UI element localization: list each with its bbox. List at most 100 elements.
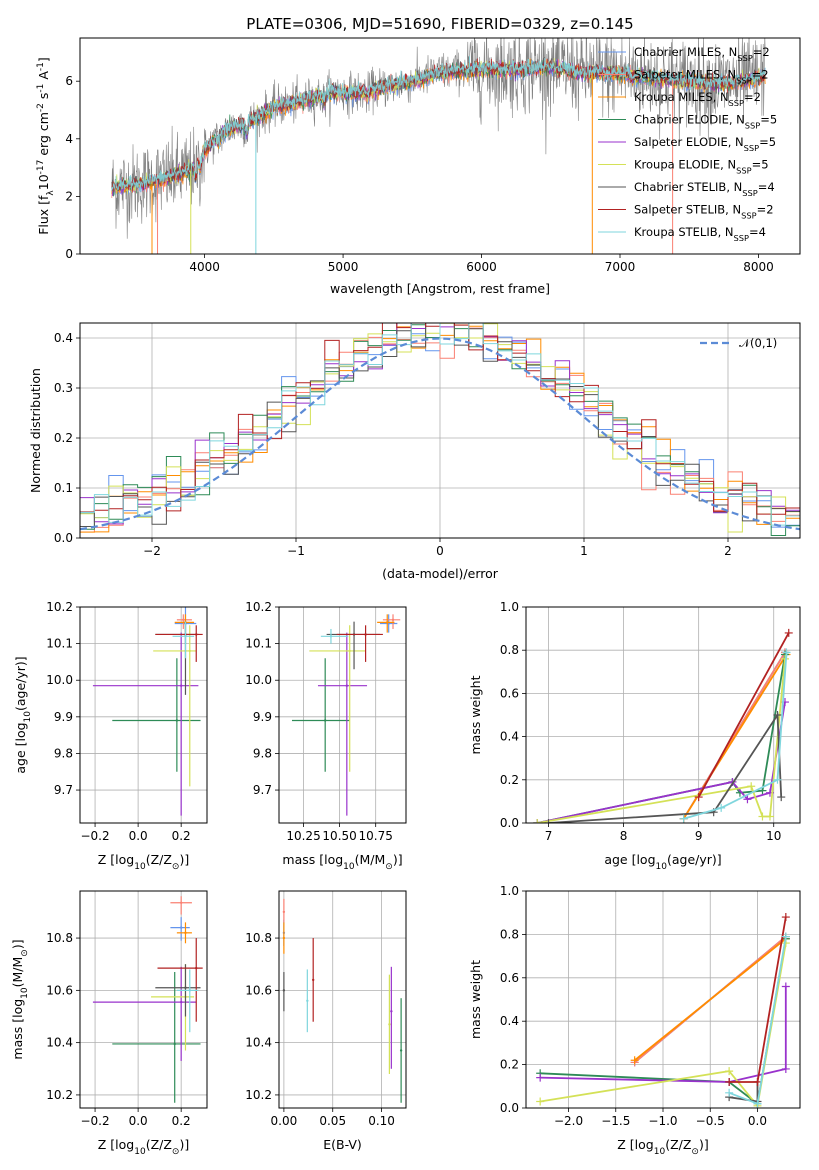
age-vs-mass-point-5 bbox=[348, 649, 351, 653]
mass-weight-vs-Z-y-tick-label: 0.4 bbox=[500, 1014, 519, 1028]
mass-vs-Z-point-3 bbox=[173, 1042, 176, 1046]
mass-vs-ebv-point-7 bbox=[311, 978, 315, 982]
age-vs-Z-x-tick-label: 0.0 bbox=[129, 829, 148, 843]
panel-mass-weight-vs-Z: −2.0 −1.5 −1.0 −0.5 0.0 0.0 0.2 0.4 0.6 0.8 1.0 Z [… bbox=[468, 884, 801, 1157]
legend-label-6: Chabrier STELIB, NSSP=4 bbox=[634, 180, 775, 198]
panel-frame bbox=[79, 322, 801, 539]
residuals-x-tick-label: −2 bbox=[143, 544, 161, 558]
residuals-y-tick-label: 0.4 bbox=[54, 331, 73, 345]
mass-weight-vs-Z-marker-2 bbox=[630, 1056, 639, 1065]
mass-weight-vs-age-x-tick-label: 8 bbox=[620, 829, 628, 843]
mass-weight-vs-Z-x-tick-label: −2.0 bbox=[554, 1114, 583, 1128]
mass-vs-Z-x-tick-label: −0.2 bbox=[80, 1114, 109, 1128]
mass-vs-ebv-point-6 bbox=[282, 989, 286, 992]
mass-weight-vs-age-y-tick-label: 0.8 bbox=[500, 643, 519, 657]
age-vs-Z-content bbox=[92, 607, 203, 816]
mass-weight-vs-age-series-7 bbox=[697, 632, 790, 798]
age-vs-mass-y-tick-label: 10.2 bbox=[245, 600, 272, 614]
mass-weight-vs-Z-y-tick-label: 0.2 bbox=[500, 1058, 519, 1072]
age-vs-Z-y-tick-label: 10.0 bbox=[46, 673, 73, 687]
age-vs-Z-x-tick-label: 0.2 bbox=[172, 829, 191, 843]
age-vs-Z-y-tick-label: 9.8 bbox=[54, 746, 73, 760]
mass-vs-ebv-y-tick-label: 10.2 bbox=[245, 1088, 272, 1102]
mass-weight-vs-age-marker-5 bbox=[765, 812, 774, 821]
panel-residuals: −2 −1 0 1 2 0.0 0.1 0.2 0.3 0.4 (data-model)/error… bbox=[28, 322, 801, 581]
mass-weight-vs-Z-y-tick-label: 1.0 bbox=[500, 884, 519, 898]
mass-vs-ebv-y-tick-label: 10.8 bbox=[245, 931, 272, 945]
mass-weight-vs-age-y-tick-label: 0.2 bbox=[500, 773, 519, 787]
residuals-y-tick-label: 0.3 bbox=[54, 381, 73, 395]
mass-vs-ebv-x-axis-label: E(B-V) bbox=[323, 1137, 362, 1152]
spectrum-y-axis-label: Flux [fλ10-17 erg cm-2 s-1 A-1] bbox=[36, 57, 56, 235]
spectrum-x-tick-label: 6000 bbox=[466, 260, 497, 274]
age-vs-mass-point-8 bbox=[329, 635, 333, 638]
legend-label-2: Kroupa MILES, NSSP=2 bbox=[634, 90, 761, 108]
age-vs-mass-y-tick-label: 10.1 bbox=[245, 637, 272, 651]
legend-label-8: Kroupa STELIB, NSSP=4 bbox=[634, 225, 766, 243]
mass-weight-vs-age-marker-7 bbox=[694, 793, 703, 802]
mass-weight-vs-age-marker-8 bbox=[773, 775, 782, 784]
mass-vs-Z-point-7 bbox=[195, 966, 198, 970]
mass-vs-Z-point-0 bbox=[179, 926, 183, 929]
residuals-y-tick-label: 0.1 bbox=[54, 481, 73, 495]
mass-weight-vs-age-x-tick-label: 10 bbox=[766, 829, 781, 843]
spectrum-y-tick-label: 0 bbox=[65, 247, 73, 261]
age-vs-mass-point-2 bbox=[386, 621, 389, 624]
mass-weight-vs-age-marker-7 bbox=[784, 628, 793, 637]
mass-vs-ebv-point-3 bbox=[399, 1049, 403, 1052]
age-vs-mass-plot-area bbox=[279, 607, 406, 823]
mass-vs-ebv-point-2 bbox=[282, 936, 286, 940]
histogram-step-1 bbox=[80, 323, 800, 533]
age-vs-Z-point-7 bbox=[195, 633, 198, 636]
spectrum-model-line bbox=[111, 55, 766, 192]
histogram-step-8 bbox=[80, 323, 800, 526]
panel-spectrum: 4000 5000 6000 7000 8000 0 2 4 6 wavelength [Angs… bbox=[36, 37, 801, 296]
mass-vs-Z-plot-area bbox=[80, 891, 207, 1108]
plot-layer: 4000 5000 6000 7000 8000 0 2 4 6 wavelength [Angs… bbox=[10, 37, 801, 1157]
age-vs-mass-y-tick-label: 9.7 bbox=[253, 783, 272, 797]
mass-vs-ebv-point-1 bbox=[282, 910, 286, 914]
mass-weight-vs-Z-marker-7 bbox=[753, 1077, 762, 1086]
mass-vs-Z-y-tick-label: 10.6 bbox=[46, 983, 73, 997]
residuals-y-axis-label: Normed distribution bbox=[28, 368, 43, 493]
mass-weight-vs-Z-marker-4 bbox=[781, 1064, 790, 1073]
mass-weight-vs-age-y-tick-label: 0.6 bbox=[500, 686, 519, 700]
panel-frame bbox=[278, 606, 407, 824]
mass-vs-ebv-point-4 bbox=[390, 1010, 393, 1013]
mass-weight-vs-Z-y-tick-label: 0.6 bbox=[500, 971, 519, 985]
legend-label-5: Kroupa ELODIE, NSSP=5 bbox=[634, 158, 769, 176]
age-vs-Z-x-axis-label: Z [log10(Z/Z⊙)] bbox=[98, 852, 189, 872]
mass-vs-ebv-x-tick-label: 0.00 bbox=[271, 1114, 298, 1128]
mass-weight-vs-Z-marker-8 bbox=[781, 932, 790, 941]
mass-vs-Z-y-tick-label: 10.4 bbox=[46, 1036, 73, 1050]
panel-age-vs-mass: 10.25 10.50 10.75 9.7 9.8 9.9 10.0 10.1 10.2 mass… bbox=[245, 600, 407, 872]
spectrum-x-tick-label: 8000 bbox=[743, 260, 774, 274]
residuals-x-tick-label: −1 bbox=[287, 544, 305, 558]
age-vs-mass-y-tick-label: 9.8 bbox=[253, 746, 272, 760]
residuals-x-tick-label: 2 bbox=[724, 544, 732, 558]
mass-weight-vs-Z-series-4 bbox=[540, 986, 787, 1083]
legend-label-3: Chabrier ELODIE, NSSP=5 bbox=[634, 113, 777, 131]
residuals-y-tick-label: 0.0 bbox=[54, 531, 73, 545]
mass-weight-vs-age-marker-5 bbox=[747, 782, 756, 791]
age-vs-Z-y-tick-label: 10.2 bbox=[46, 600, 73, 614]
mass-vs-ebv-point-5 bbox=[388, 1023, 391, 1026]
mass-vs-ebv-content bbox=[282, 898, 403, 1103]
mass-weight-vs-age-marker-5 bbox=[533, 819, 542, 823]
mass-weight-vs-age-marker-8 bbox=[717, 803, 726, 812]
age-vs-mass-x-tick-label: 10.50 bbox=[322, 829, 356, 843]
spectrum-data-line bbox=[111, 38, 766, 239]
mass-vs-ebv-point-8 bbox=[306, 999, 309, 1003]
mass-vs-Z-point-4 bbox=[179, 1000, 183, 1004]
mass-vs-Z-y-axis-label: mass [log10(M/M⊙)] bbox=[10, 939, 30, 1059]
age-vs-Z-y-tick-label: 9.9 bbox=[54, 710, 73, 724]
mass-weight-vs-Z-marker-8 bbox=[725, 1088, 734, 1097]
mass-weight-vs-Z-series-2 bbox=[634, 937, 787, 1062]
mass-vs-Z-x-tick-label: 0.2 bbox=[172, 1114, 191, 1128]
mass-weight-vs-age-series-2 bbox=[682, 654, 788, 820]
mass-vs-Z-content bbox=[92, 896, 203, 1103]
residuals-content bbox=[80, 323, 800, 536]
mass-vs-ebv-y-tick-label: 10.4 bbox=[245, 1036, 272, 1050]
mass-vs-Z-y-tick-label: 10.2 bbox=[46, 1088, 73, 1102]
mass-weight-vs-Z-x-tick-label: 0.0 bbox=[748, 1114, 767, 1128]
